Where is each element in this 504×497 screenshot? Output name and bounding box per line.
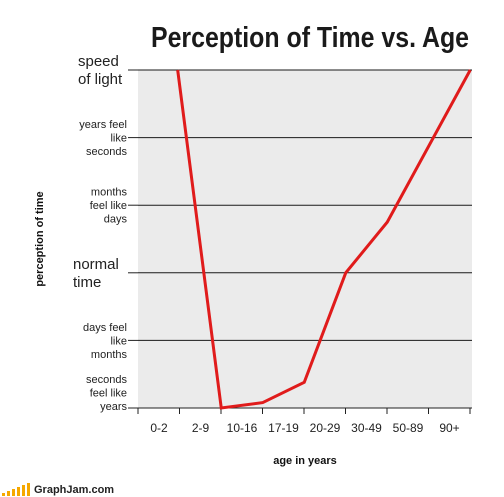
y-level-label-line: seconds bbox=[86, 146, 127, 158]
y-level-label: years feel like seconds bbox=[79, 119, 127, 158]
y-level-label-line: of light bbox=[78, 71, 123, 88]
x-tick-label: 17-19 bbox=[268, 421, 299, 435]
x-axis-title: age in years bbox=[273, 455, 337, 467]
x-tick-label: 10-16 bbox=[227, 421, 258, 435]
y-level-label: months feel like days bbox=[90, 187, 128, 226]
y-level-label-line: feel like bbox=[90, 388, 127, 400]
x-tick-label: 50-89 bbox=[393, 421, 424, 435]
y-level-label-line: time bbox=[73, 274, 101, 291]
y-level-label-line: months bbox=[91, 187, 128, 199]
x-tick-label: 20-29 bbox=[310, 421, 341, 435]
y-level-label-line: like bbox=[110, 335, 127, 347]
plot-area bbox=[138, 70, 472, 408]
y-level-label-line: days bbox=[104, 214, 128, 226]
footer: GraphJam.com bbox=[2, 480, 114, 496]
graphjam-logo-icon bbox=[2, 483, 30, 496]
series-line bbox=[176, 69, 472, 410]
y-level-label-line: days feel bbox=[83, 322, 127, 334]
x-ticks: 0-2 2-9 10-16 17-19 20-29 30-49 50-89 90+ bbox=[137, 408, 471, 435]
y-level-label: days feel like months bbox=[83, 322, 128, 361]
y-level-label-line: like bbox=[110, 132, 127, 144]
y-axis-title: perception of time bbox=[34, 191, 46, 286]
y-level-label-line: normal bbox=[73, 256, 119, 273]
y-level-label-line: speed bbox=[78, 53, 119, 70]
y-level-label: seconds feel like years bbox=[86, 374, 127, 413]
y-level-label-line: years bbox=[100, 401, 127, 413]
y-level-label-line: years feel bbox=[79, 119, 127, 131]
y-level-label-line: seconds bbox=[86, 374, 127, 386]
x-tick-label: 30-49 bbox=[351, 421, 382, 435]
y-level-label: normal time bbox=[73, 256, 119, 291]
y-level-label: speed of light bbox=[78, 53, 123, 88]
x-tick-label: 0-2 bbox=[150, 421, 168, 435]
footer-brand: GraphJam.com bbox=[34, 484, 115, 496]
y-level-label-line: feel like bbox=[90, 200, 127, 212]
chart-title: Perception of Time vs. Age bbox=[151, 22, 469, 54]
data-series bbox=[176, 69, 472, 410]
x-tick-label: 90+ bbox=[439, 421, 459, 435]
y-level-label-line: months bbox=[91, 349, 128, 361]
x-tick-label: 2-9 bbox=[192, 421, 210, 435]
